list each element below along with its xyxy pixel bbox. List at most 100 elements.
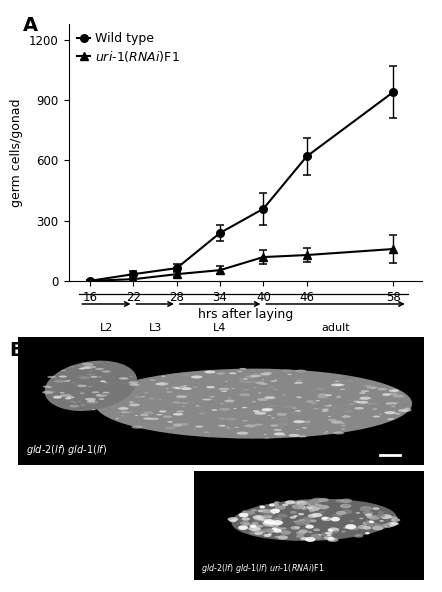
Ellipse shape bbox=[253, 410, 260, 412]
Ellipse shape bbox=[176, 410, 184, 413]
Ellipse shape bbox=[292, 407, 296, 408]
Ellipse shape bbox=[311, 403, 317, 404]
Ellipse shape bbox=[263, 522, 274, 526]
Ellipse shape bbox=[321, 410, 328, 412]
Ellipse shape bbox=[296, 531, 305, 535]
Ellipse shape bbox=[161, 376, 165, 377]
Ellipse shape bbox=[60, 392, 65, 394]
Text: L2: L2 bbox=[100, 323, 113, 333]
Ellipse shape bbox=[357, 401, 369, 404]
Ellipse shape bbox=[369, 515, 380, 520]
Ellipse shape bbox=[377, 388, 388, 391]
Ellipse shape bbox=[355, 401, 360, 403]
Ellipse shape bbox=[149, 417, 159, 420]
Ellipse shape bbox=[235, 427, 238, 428]
Ellipse shape bbox=[235, 427, 240, 428]
Ellipse shape bbox=[91, 391, 99, 393]
Ellipse shape bbox=[120, 406, 124, 407]
Ellipse shape bbox=[358, 525, 369, 529]
Ellipse shape bbox=[292, 504, 304, 509]
Ellipse shape bbox=[232, 499, 396, 541]
Ellipse shape bbox=[309, 499, 321, 504]
Ellipse shape bbox=[91, 376, 98, 378]
Ellipse shape bbox=[309, 503, 316, 506]
Ellipse shape bbox=[240, 368, 246, 369]
Ellipse shape bbox=[173, 423, 182, 426]
Ellipse shape bbox=[321, 517, 332, 521]
Ellipse shape bbox=[233, 377, 236, 378]
Ellipse shape bbox=[183, 388, 191, 390]
Ellipse shape bbox=[278, 535, 288, 539]
Ellipse shape bbox=[180, 385, 187, 387]
Ellipse shape bbox=[395, 402, 399, 403]
Ellipse shape bbox=[378, 524, 386, 527]
Ellipse shape bbox=[305, 537, 316, 542]
Ellipse shape bbox=[328, 538, 339, 542]
Ellipse shape bbox=[360, 506, 372, 511]
Ellipse shape bbox=[270, 503, 279, 506]
Ellipse shape bbox=[362, 522, 370, 525]
Ellipse shape bbox=[217, 425, 222, 426]
Ellipse shape bbox=[317, 395, 329, 398]
Ellipse shape bbox=[324, 536, 333, 540]
Ellipse shape bbox=[173, 424, 182, 427]
Ellipse shape bbox=[242, 510, 247, 512]
Ellipse shape bbox=[219, 425, 225, 427]
Ellipse shape bbox=[284, 406, 295, 408]
Ellipse shape bbox=[343, 376, 353, 379]
Ellipse shape bbox=[368, 403, 372, 404]
Ellipse shape bbox=[393, 519, 399, 521]
Ellipse shape bbox=[297, 501, 308, 505]
Ellipse shape bbox=[290, 516, 296, 519]
Ellipse shape bbox=[228, 397, 231, 398]
Ellipse shape bbox=[236, 432, 248, 435]
Ellipse shape bbox=[233, 408, 237, 409]
Ellipse shape bbox=[268, 522, 277, 525]
Ellipse shape bbox=[218, 417, 227, 420]
Ellipse shape bbox=[353, 401, 360, 403]
Ellipse shape bbox=[283, 433, 287, 434]
Ellipse shape bbox=[405, 409, 412, 411]
Ellipse shape bbox=[250, 525, 257, 528]
Ellipse shape bbox=[251, 401, 256, 403]
Ellipse shape bbox=[204, 371, 215, 374]
Ellipse shape bbox=[66, 396, 75, 398]
Ellipse shape bbox=[344, 415, 347, 416]
Ellipse shape bbox=[308, 531, 312, 533]
Ellipse shape bbox=[239, 513, 248, 517]
Text: A: A bbox=[23, 16, 38, 35]
Ellipse shape bbox=[321, 532, 334, 537]
Ellipse shape bbox=[271, 417, 275, 419]
Ellipse shape bbox=[258, 510, 265, 513]
Ellipse shape bbox=[290, 511, 297, 514]
Ellipse shape bbox=[251, 509, 257, 511]
Ellipse shape bbox=[229, 372, 236, 374]
Ellipse shape bbox=[306, 392, 312, 394]
Ellipse shape bbox=[181, 406, 186, 407]
Ellipse shape bbox=[285, 500, 295, 504]
Ellipse shape bbox=[392, 390, 397, 391]
Ellipse shape bbox=[261, 408, 272, 411]
Ellipse shape bbox=[263, 509, 267, 511]
Ellipse shape bbox=[296, 535, 304, 538]
Ellipse shape bbox=[151, 400, 158, 401]
Ellipse shape bbox=[172, 401, 181, 404]
Ellipse shape bbox=[264, 519, 275, 525]
Ellipse shape bbox=[297, 397, 302, 398]
Ellipse shape bbox=[303, 423, 309, 425]
Ellipse shape bbox=[263, 374, 267, 375]
Ellipse shape bbox=[68, 380, 71, 381]
Ellipse shape bbox=[312, 498, 323, 502]
Ellipse shape bbox=[205, 398, 212, 400]
Ellipse shape bbox=[219, 408, 230, 411]
Ellipse shape bbox=[101, 381, 106, 382]
Ellipse shape bbox=[373, 416, 380, 417]
Ellipse shape bbox=[77, 365, 81, 366]
Ellipse shape bbox=[53, 397, 61, 399]
Ellipse shape bbox=[266, 387, 276, 389]
Ellipse shape bbox=[296, 429, 299, 430]
Ellipse shape bbox=[328, 405, 332, 406]
Ellipse shape bbox=[283, 435, 286, 436]
Ellipse shape bbox=[130, 376, 132, 377]
Ellipse shape bbox=[75, 384, 77, 385]
